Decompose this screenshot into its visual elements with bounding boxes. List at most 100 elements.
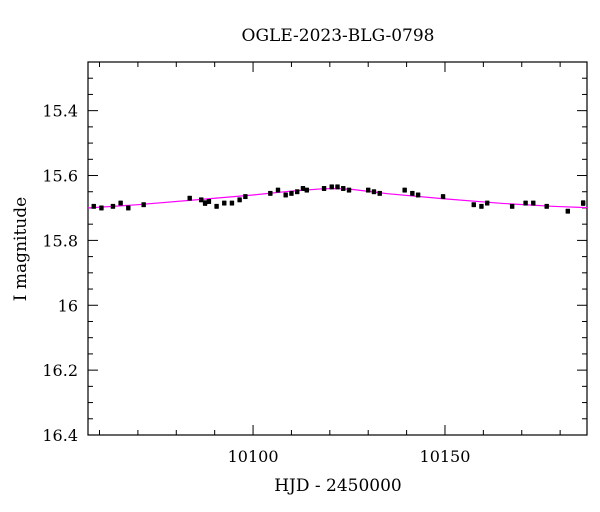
point-marker: [187, 196, 192, 201]
data-point: [214, 203, 219, 209]
point-marker: [214, 204, 219, 209]
y-tick-label: 16.4: [42, 426, 78, 445]
point-marker: [479, 204, 484, 209]
point-marker: [229, 200, 235, 206]
point-marker: [300, 186, 306, 191]
y-tick-label: 16: [58, 296, 78, 315]
point-marker: [289, 191, 294, 196]
point-marker: [531, 200, 536, 206]
point-marker: [110, 204, 116, 209]
data-point: [371, 189, 377, 195]
point-marker: [321, 186, 327, 191]
data-point: [544, 203, 549, 209]
data-point: [377, 190, 382, 196]
point-marker: [485, 200, 490, 206]
point-marker: [565, 209, 571, 214]
point-marker: [471, 202, 476, 207]
point-marker: [91, 204, 96, 209]
data-point: [275, 187, 281, 193]
data-point: [141, 202, 146, 208]
data-point: [237, 197, 242, 203]
data-point: [300, 186, 306, 191]
data-point: [479, 203, 484, 209]
data-point: [523, 200, 528, 206]
point-marker: [141, 202, 146, 207]
x-tick-label: 10100: [228, 447, 279, 466]
data-point: [202, 200, 208, 206]
point-marker: [283, 192, 288, 198]
data-point: [91, 203, 96, 209]
data-point: [294, 189, 300, 195]
data-point: [321, 186, 327, 191]
data-point: [565, 208, 571, 214]
point-marker: [126, 205, 131, 211]
point-marker: [523, 200, 528, 206]
axis-ticks: [88, 61, 587, 436]
x-axis-label: HJD - 2450000: [274, 476, 402, 496]
y-tick-label: 15.8: [42, 231, 78, 250]
point-marker: [402, 187, 407, 193]
point-marker: [243, 194, 248, 199]
point-marker: [294, 189, 300, 194]
data-point: [304, 187, 309, 193]
data-point: [346, 187, 352, 193]
x-tick-label: 10150: [420, 447, 471, 466]
point-marker: [237, 197, 242, 203]
data-point: [335, 184, 340, 190]
point-marker: [206, 199, 212, 204]
data-point: [440, 194, 446, 200]
data-point: [99, 205, 104, 211]
data-point: [580, 200, 586, 206]
y-tick-label: 15.6: [42, 167, 78, 186]
data-point: [243, 194, 248, 200]
y-tick-label: 16.2: [42, 361, 78, 380]
data-point: [268, 190, 273, 196]
point-marker: [440, 194, 446, 199]
point-marker: [377, 191, 382, 196]
data-point: [222, 200, 227, 206]
y-axis-label: I magnitude: [11, 197, 31, 301]
point-marker: [346, 187, 352, 193]
point-marker: [371, 189, 377, 194]
point-marker: [275, 187, 281, 193]
data-points: [91, 184, 586, 214]
data-point: [110, 203, 116, 209]
data-point: [341, 186, 346, 191]
point-marker: [99, 205, 104, 211]
tick-labels: 10100 10150 15.4 15.6 15.8 16 16.2 16.4: [42, 102, 470, 466]
point-marker: [415, 192, 421, 198]
y-tick-label: 15.4: [42, 102, 78, 121]
point-marker: [366, 187, 371, 193]
point-marker: [335, 184, 340, 190]
point-marker: [199, 197, 204, 203]
point-marker: [304, 187, 309, 193]
data-point: [229, 200, 235, 206]
data-point: [126, 205, 131, 211]
data-point: [289, 190, 294, 196]
data-point: [410, 190, 415, 196]
data-point: [118, 200, 123, 206]
data-point: [283, 192, 288, 198]
point-marker: [329, 184, 334, 190]
point-marker: [509, 204, 515, 209]
point-marker: [341, 186, 346, 191]
chart-title: OGLE-2023-BLG-0798: [242, 26, 435, 46]
data-point: [402, 187, 407, 193]
point-marker: [410, 191, 415, 196]
data-point: [199, 197, 204, 203]
data-point: [366, 187, 371, 193]
point-marker: [544, 204, 549, 209]
point-marker: [222, 200, 227, 206]
data-point: [329, 184, 334, 190]
point-marker: [580, 200, 586, 206]
data-point: [471, 202, 476, 208]
data-point: [415, 192, 421, 198]
data-point: [509, 203, 515, 209]
data-point: [206, 199, 212, 204]
point-marker: [268, 191, 273, 196]
data-point: [485, 200, 490, 206]
plot-frame: [87, 61, 588, 436]
point-marker: [202, 200, 208, 206]
point-marker: [118, 200, 123, 206]
